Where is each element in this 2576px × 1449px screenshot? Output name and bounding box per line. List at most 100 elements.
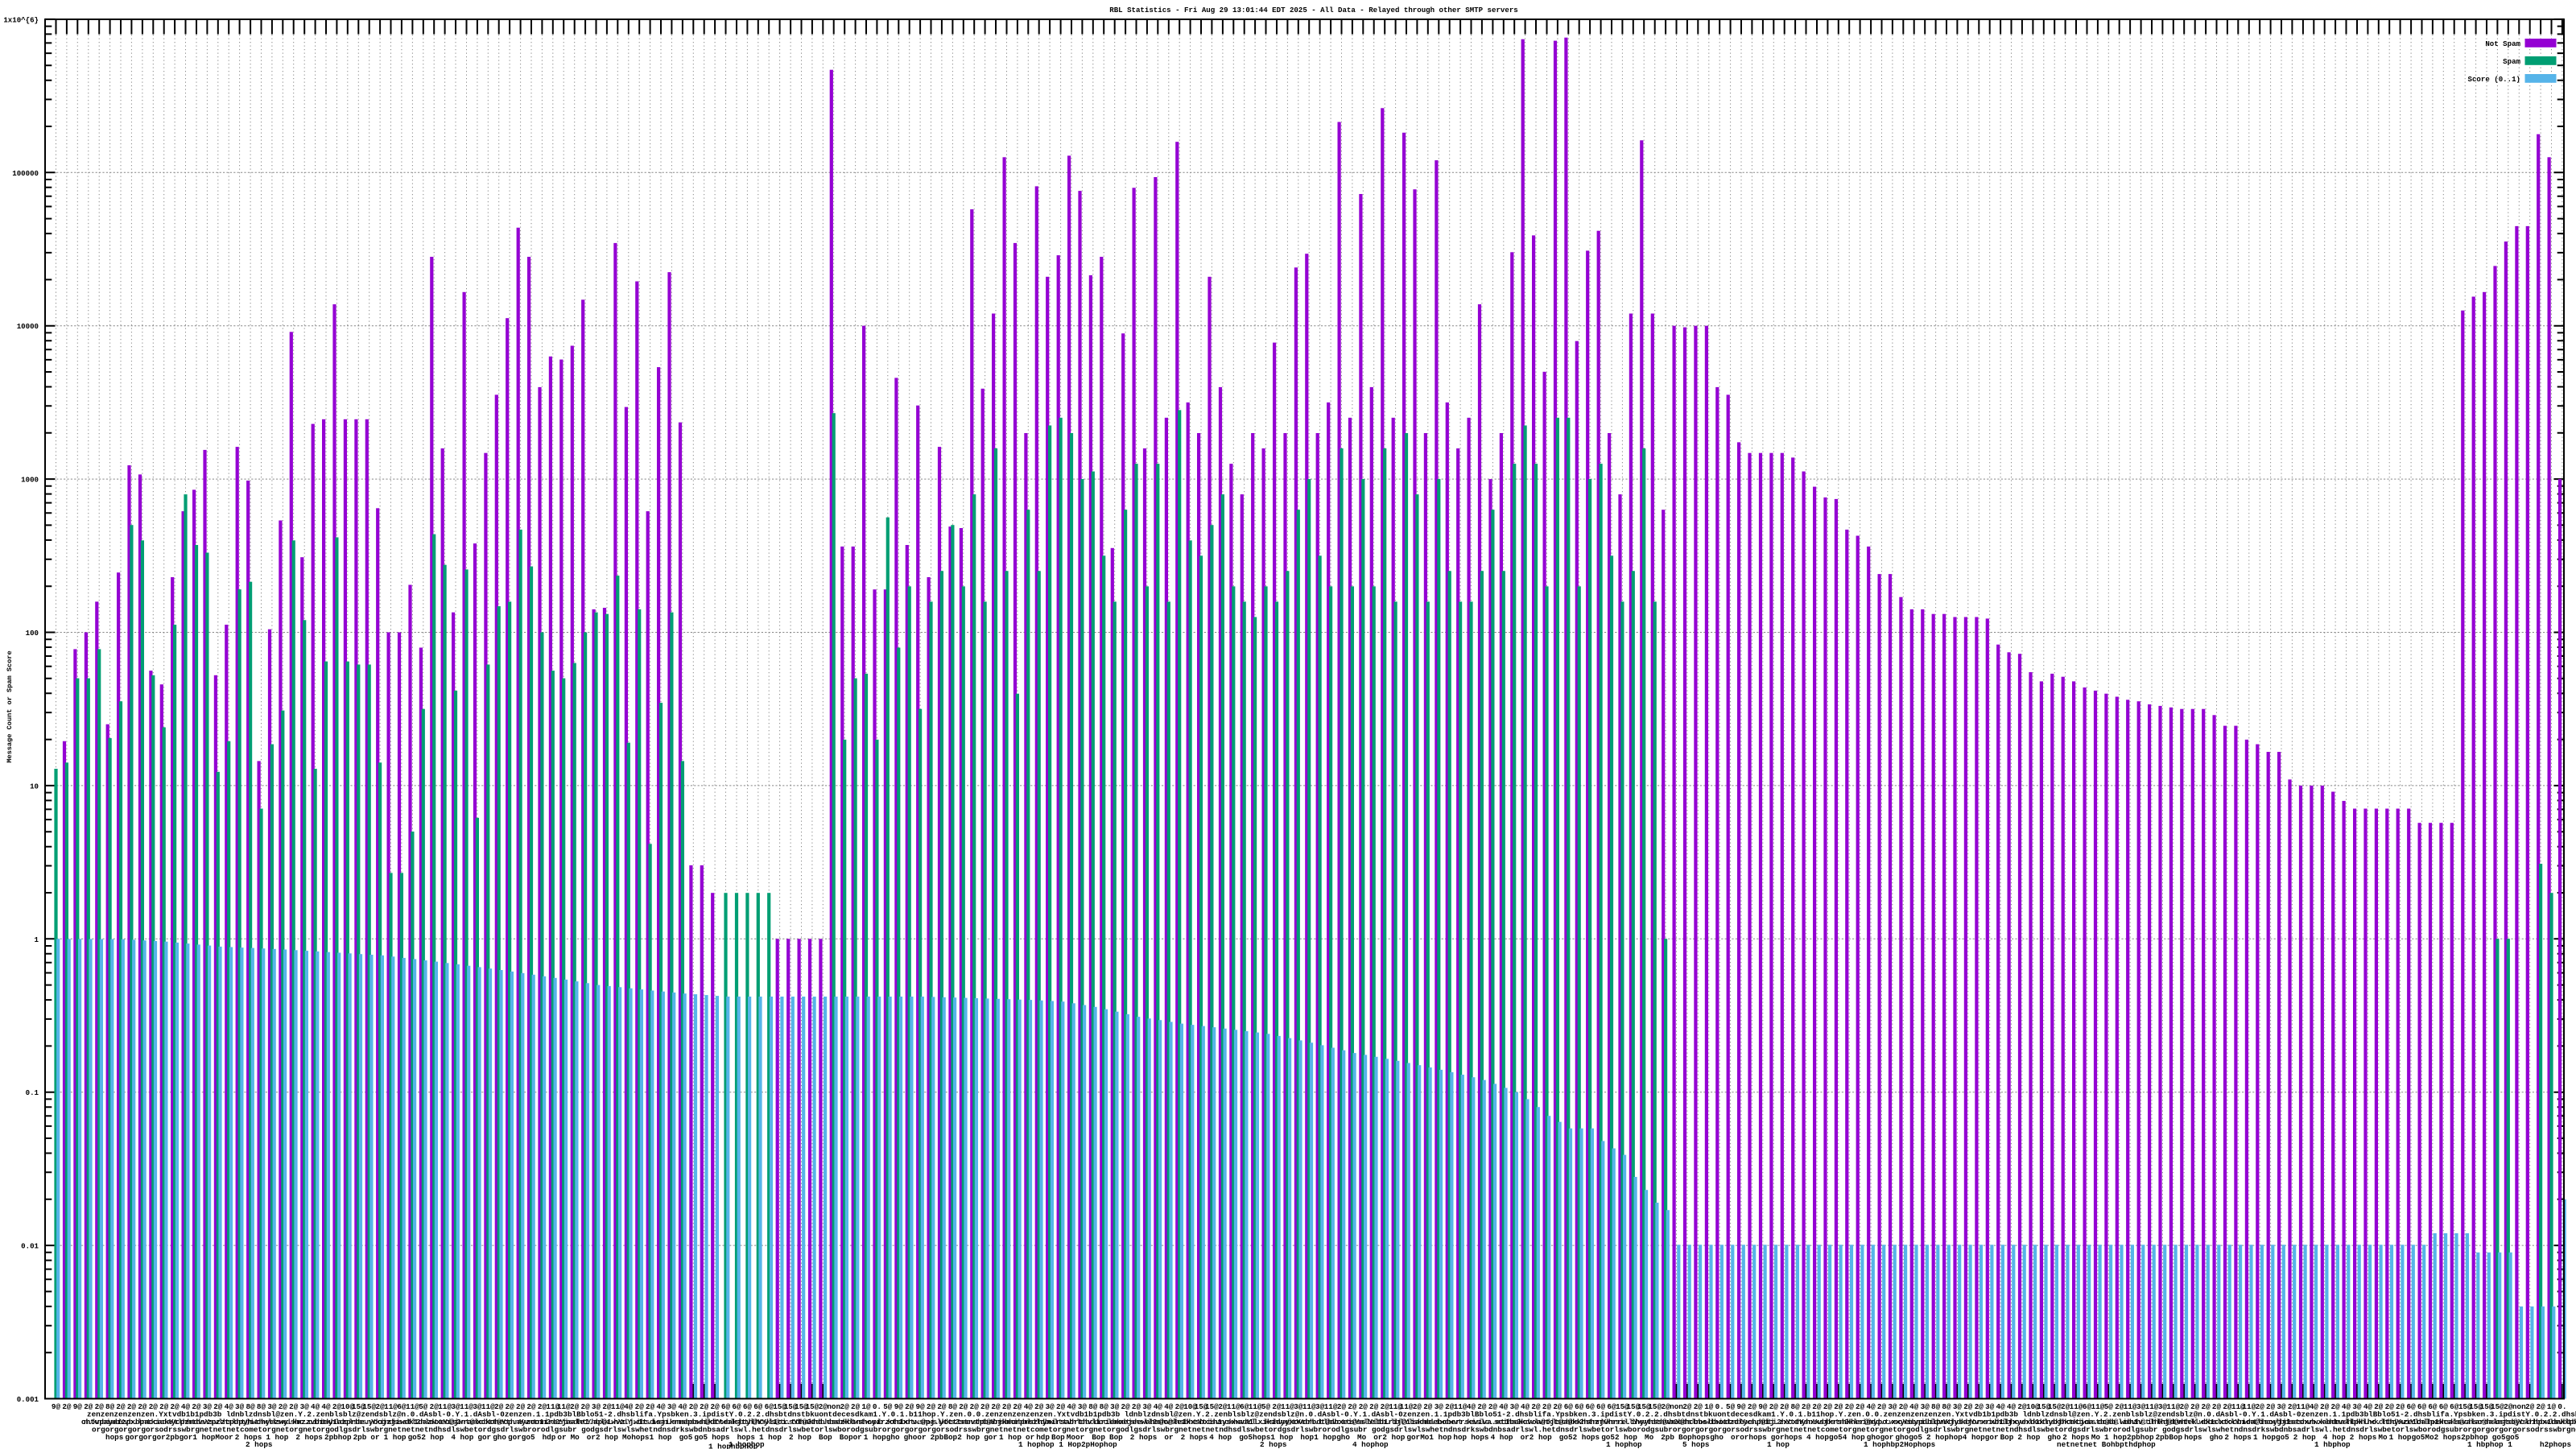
svg-text:2@: 2@ [62, 1402, 72, 1411]
svg-text:2@: 2@ [819, 1402, 828, 1411]
svg-text:15@: 15@ [773, 1402, 786, 1411]
svg-text:9@: 9@ [894, 1402, 904, 1411]
svg-text:2@: 2@ [1056, 1402, 1066, 1411]
svg-text:4@: 4@ [656, 1402, 666, 1411]
svg-text:15@: 15@ [1616, 1402, 1629, 1411]
svg-text:2 hops: 2 hops [2062, 1433, 2090, 1442]
svg-text:n.knbiwbYvb.lntkickYtlhhtdsYsv: n.knbiwbYvb.lntkickYtlhhtdsYsvlhslnt@ith… [84, 1418, 2576, 1426]
svg-text:2@: 2@ [1682, 1402, 1692, 1411]
svg-text:Mo: Mo [215, 1433, 225, 1442]
svg-text:15@: 15@ [352, 1402, 365, 1411]
svg-text:2@: 2@ [840, 1402, 850, 1411]
svg-text:gor: gor [180, 1433, 193, 1442]
svg-text:6@: 6@ [765, 1402, 774, 1411]
svg-text:2@: 2@ [689, 1402, 699, 1411]
svg-text:2@: 2@ [959, 1402, 968, 1411]
svg-text:2pb: 2pb [2127, 1433, 2140, 1442]
svg-text:gor: gor [508, 1433, 522, 1442]
svg-text:hops: hops [2184, 1433, 2202, 1442]
svg-text:5@: 5@ [2104, 1402, 2114, 1411]
svg-text:gho: gho [1895, 1433, 1909, 1442]
svg-text:hops: hops [631, 1433, 650, 1442]
svg-text:4@: 4@ [1467, 1402, 1476, 1411]
svg-text:1000: 1000 [21, 476, 39, 485]
svg-text:hops: hops [737, 1433, 756, 1442]
svg-text:3@: 3@ [2277, 1402, 2286, 1411]
svg-text:100: 100 [26, 629, 39, 638]
svg-text:15@: 15@ [1626, 1402, 1640, 1411]
svg-text:2@: 2@ [1899, 1402, 1909, 1411]
svg-text:2@: 2@ [2385, 1402, 2395, 1411]
svg-text:1 hop: 1 hop [1270, 1433, 1293, 1442]
svg-text:2 hop: 2 hop [2017, 1433, 2040, 1442]
svg-text:2@: 2@ [376, 1402, 386, 1411]
svg-text:11@: 11@ [2091, 1402, 2105, 1411]
svg-text:3@: 3@ [451, 1402, 460, 1411]
svg-text:4@: 4@ [1867, 1402, 1876, 1411]
svg-text:2@: 2@ [159, 1402, 169, 1411]
svg-text:4 hophop: 4 hophop [1352, 1440, 1389, 1449]
svg-text:gor: gor [138, 1433, 152, 1442]
svg-text:gor: gor [152, 1433, 166, 1442]
svg-text:gor: gor [1880, 1433, 1894, 1442]
svg-text:2@: 2@ [149, 1402, 159, 1411]
svg-text:2@: 2@ [646, 1402, 655, 1411]
svg-text:8@: 8@ [1100, 1402, 1109, 1411]
svg-text:go5: go5 [522, 1433, 535, 1442]
svg-text:15@: 15@ [2458, 1402, 2472, 1411]
svg-text:11@: 11@ [2297, 1402, 2310, 1411]
svg-text:Spam: Spam [2503, 57, 2520, 66]
svg-text:3@: 3@ [1078, 1402, 1088, 1411]
svg-text:go5: go5 [1829, 1433, 1843, 1442]
svg-text:hops: hops [1471, 1433, 1489, 1442]
svg-text:1 hop: 1 hop [1429, 1433, 1451, 1442]
svg-text:gho: gho [886, 1433, 900, 1442]
svg-text:1: 1 [35, 935, 39, 944]
svg-text:go5: go5 [694, 1433, 708, 1442]
svg-text:1 hop: 1 hop [2104, 1433, 2127, 1442]
svg-text:hops: hops [1785, 1433, 1803, 1442]
svg-text:2@: 2@ [1662, 1402, 1671, 1411]
svg-text:2@: 2@ [2017, 1402, 2027, 1411]
svg-text:11@: 11@ [1302, 1402, 1316, 1411]
svg-text:hops: hops [105, 1433, 124, 1442]
svg-text:10: 10 [30, 782, 39, 791]
svg-text:h2phops: h2phops [2540, 1440, 2571, 1449]
svg-text:Bop: Bop [819, 1433, 832, 1442]
svg-text:2@: 2@ [2525, 1402, 2535, 1411]
svg-text:3@: 3@ [2136, 1402, 2146, 1411]
svg-text:2@: 2@ [1445, 1402, 1455, 1411]
svg-text:2@: 2@ [2223, 1402, 2232, 1411]
svg-text:Bop: Bop [1051, 1433, 1065, 1442]
svg-text:2@: 2@ [1856, 1402, 1865, 1411]
svg-text:non: non [1670, 1402, 1683, 1411]
svg-text:5@: 5@ [883, 1402, 893, 1411]
svg-text:or: or [1521, 1433, 1530, 1442]
svg-text:4@: 4@ [1521, 1402, 1530, 1411]
svg-text:2@: 2@ [1812, 1402, 1822, 1411]
svg-text:Mo: Mo [1645, 1433, 1654, 1442]
svg-text:2@: 2@ [905, 1402, 914, 1411]
svg-text:2@: 2@ [570, 1402, 580, 1411]
svg-text:go5: go5 [2506, 1433, 2520, 1442]
svg-text:11@: 11@ [1227, 1402, 1241, 1411]
svg-text:2@: 2@ [1413, 1402, 1422, 1411]
svg-text:2pb: 2pb [2156, 1433, 2169, 1442]
svg-text:Mo: Mo [1357, 1433, 1367, 1442]
svg-text:zenzenzenzenzen.Yxtvdb1b1pdb3b: zenzenzenzenzen.Yxtvdb1b1pdb3b ldnblzdns… [87, 1410, 2576, 1419]
svg-text:1 hop: 1 hop [384, 1433, 407, 1442]
svg-text:gor: gor [477, 1433, 491, 1442]
svg-text:11@: 11@ [1400, 1402, 1414, 1411]
svg-text:go5: go5 [1601, 1433, 1615, 1442]
svg-text:15@: 15@ [2048, 1402, 2062, 1411]
svg-text:2@: 2@ [1034, 1402, 1044, 1411]
svg-text:2@: 2@ [1423, 1402, 1433, 1411]
svg-text:6@: 6@ [753, 1402, 763, 1411]
svg-text:2@: 2@ [84, 1402, 93, 1411]
svg-text:2@: 2@ [970, 1402, 980, 1411]
svg-text:2@: 2@ [927, 1402, 936, 1411]
svg-text:3@: 3@ [1510, 1402, 1520, 1411]
svg-text:6@: 6@ [732, 1402, 741, 1411]
svg-text:15@: 15@ [2037, 1402, 2050, 1411]
svg-text:6@: 6@ [721, 1402, 731, 1411]
